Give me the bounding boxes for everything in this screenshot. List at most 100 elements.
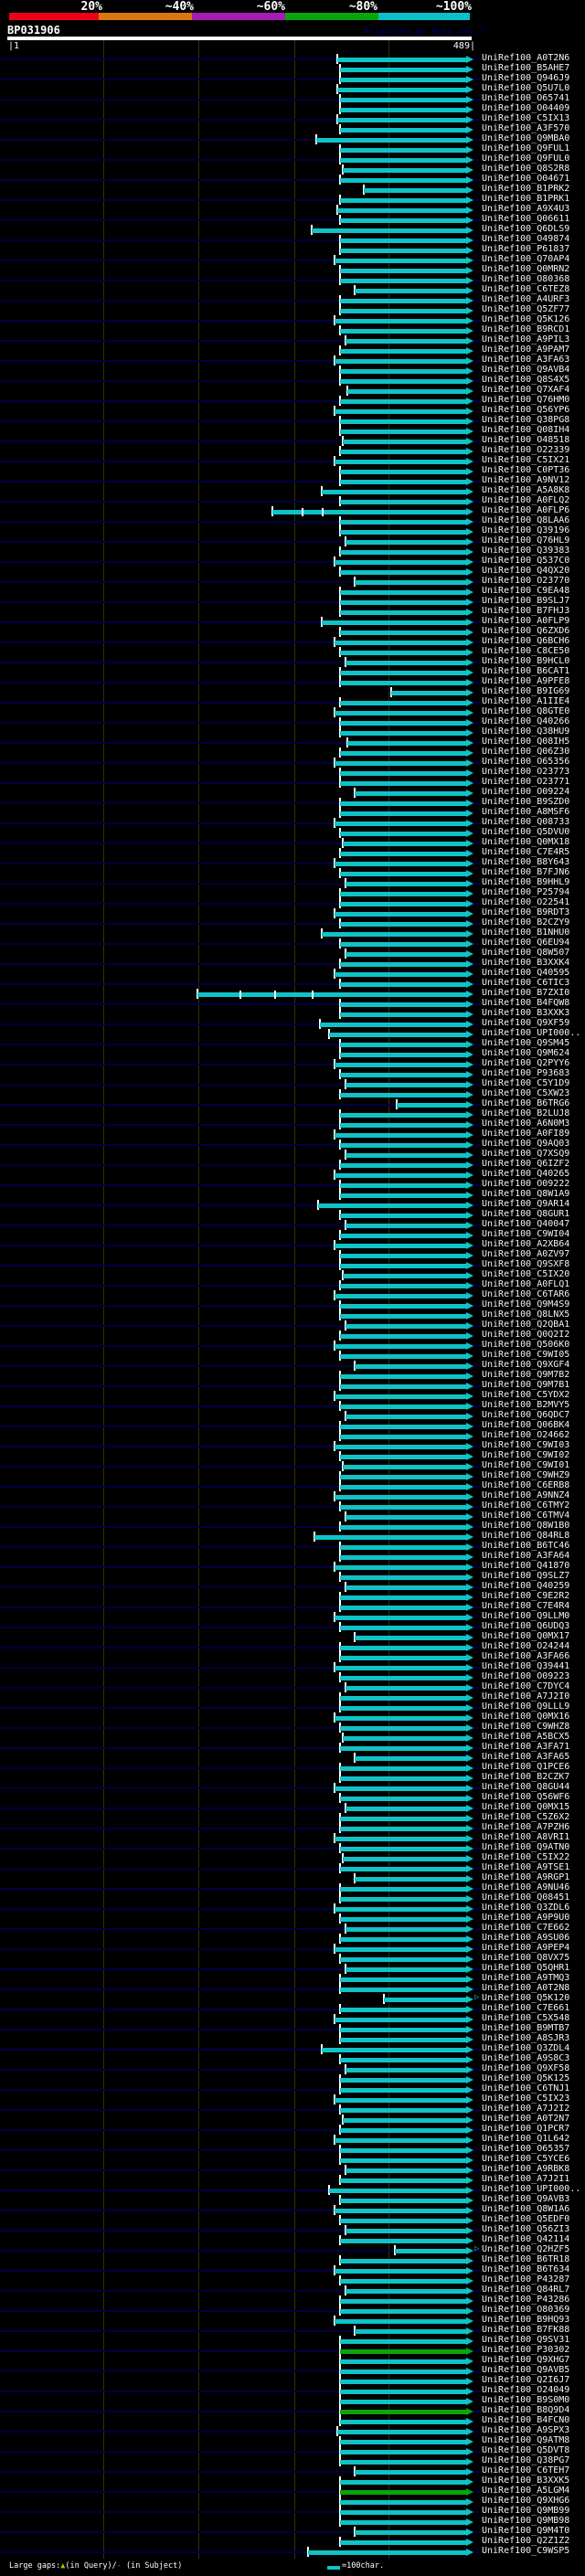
- alignment-bar[interactable]: [340, 671, 466, 675]
- alignment-bar[interactable]: [340, 309, 466, 313]
- hit-label[interactable]: UniRef100_A0FI89: [482, 1129, 570, 1139]
- alignment-bar[interactable]: [340, 1475, 466, 1479]
- alignment-bar[interactable]: [337, 118, 466, 122]
- hit-label[interactable]: UniRef100_C5IX20: [482, 1269, 570, 1279]
- alignment-bar[interactable]: [343, 1736, 466, 1741]
- hit-label[interactable]: UniRef100_Q8W507: [482, 948, 570, 958]
- alignment-bar[interactable]: [346, 2068, 466, 2072]
- hit-label[interactable]: UniRef100_Q8LNX5: [482, 1309, 570, 1320]
- alignment-bar[interactable]: [347, 389, 466, 394]
- alignment-bar[interactable]: [316, 138, 466, 143]
- hit-label[interactable]: UniRef100_B1PRK2: [482, 184, 570, 194]
- alignment-bar[interactable]: [340, 78, 466, 82]
- hit-label[interactable]: UniRef100_Q56WF6: [482, 1792, 570, 1802]
- alignment-bar[interactable]: [335, 2018, 466, 2022]
- hit-label[interactable]: UniRef100_C9WI04: [482, 1229, 570, 1239]
- hit-label[interactable]: UniRef100_A0FLQ1: [482, 1279, 570, 1289]
- hit-label[interactable]: UniRef100_Q5DVT8: [482, 2445, 570, 2455]
- hit-label[interactable]: UniRef100_Q08IH5: [482, 737, 570, 747]
- alignment-bar[interactable]: [335, 822, 466, 826]
- hit-label[interactable]: UniRef100_B7ZXI0: [482, 988, 570, 998]
- alignment-bar[interactable]: [355, 580, 466, 585]
- alignment-bar[interactable]: [340, 2380, 466, 2384]
- hit-label[interactable]: UniRef100_Q7XSQ9: [482, 1149, 570, 1159]
- alignment-bar[interactable]: [340, 1405, 466, 1409]
- hit-label[interactable]: UniRef100_B5AHE7: [482, 63, 570, 73]
- hit-label[interactable]: UniRef100_A8VRI1: [482, 1832, 570, 1842]
- alignment-bar[interactable]: [340, 1766, 466, 1771]
- hit-label[interactable]: UniRef100_C5IX22: [482, 1852, 570, 1862]
- alignment-bar[interactable]: [340, 2309, 466, 2314]
- alignment-bar[interactable]: [335, 2269, 466, 2274]
- hit-label[interactable]: UniRef100_A3F570: [482, 123, 570, 133]
- hit-label[interactable]: UniRef100_A3FA65: [482, 1752, 570, 1762]
- hit-label[interactable]: UniRef100_Q8GTE0: [482, 706, 570, 716]
- hit-label[interactable]: UniRef100_Q39196: [482, 525, 570, 535]
- hit-label[interactable]: UniRef100_O04671: [482, 174, 570, 184]
- hit-label[interactable]: UniRef100_Q38PG7: [482, 2455, 570, 2465]
- alignment-bar[interactable]: [335, 1666, 466, 1670]
- hit-label[interactable]: UniRef100_Q40047: [482, 1219, 570, 1229]
- alignment-bar[interactable]: [346, 1967, 466, 1972]
- hit-label[interactable]: UniRef100_A3FA64: [482, 1551, 570, 1561]
- alignment-bar[interactable]: [314, 1535, 466, 1540]
- hit-label[interactable]: UniRef100_Q6ZXD6: [482, 626, 570, 636]
- alignment-bar[interactable]: [395, 2249, 466, 2253]
- alignment-bar[interactable]: [340, 1193, 466, 1198]
- alignment-bar[interactable]: [346, 1585, 466, 1590]
- alignment-bar[interactable]: [340, 1374, 466, 1379]
- hit-label[interactable]: UniRef100_Q9SV31: [482, 2335, 570, 2345]
- hit-label[interactable]: UniRef100_B2CZY9: [482, 917, 570, 928]
- hit-label[interactable]: UniRef100_P30302: [482, 2345, 570, 2355]
- alignment-bar[interactable]: [340, 1656, 466, 1660]
- hit-label[interactable]: UniRef100_Q6EU94: [482, 938, 570, 948]
- hit-label[interactable]: UniRef100_Q6IZF2: [482, 1159, 570, 1169]
- alignment-bar[interactable]: [346, 952, 466, 957]
- alignment-bar[interactable]: [340, 1012, 466, 1017]
- hit-label[interactable]: UniRef100_B7FJN6: [482, 867, 570, 877]
- hit-label[interactable]: UniRef100_C9EA48: [482, 586, 570, 596]
- hit-label[interactable]: UniRef100_Q5ZF77: [482, 304, 570, 314]
- alignment-bar[interactable]: [384, 1998, 466, 2002]
- hit-label[interactable]: UniRef100_Q5EDF0: [482, 2214, 570, 2224]
- alignment-bar[interactable]: [343, 168, 466, 173]
- alignment-bar[interactable]: [340, 2239, 466, 2243]
- hit-label[interactable]: UniRef100_Q9AVB5: [482, 2365, 570, 2375]
- hit-label[interactable]: UniRef100_Q0MX16: [482, 1712, 570, 1722]
- alignment-bar[interactable]: [346, 1515, 466, 1520]
- hit-label[interactable]: UniRef100_Q5K126: [482, 314, 570, 324]
- hit-label[interactable]: UniRef100_Q537C0: [482, 556, 570, 566]
- alignment-bar[interactable]: [340, 1254, 466, 1258]
- hit-label[interactable]: UniRef100_C5IX23: [482, 2094, 570, 2104]
- hit-label[interactable]: UniRef100_Q3ZDL6: [482, 1903, 570, 1913]
- alignment-bar[interactable]: [340, 2088, 466, 2093]
- alignment-bar[interactable]: [340, 1706, 466, 1711]
- hit-label[interactable]: UniRef100_Q06BK4: [482, 1420, 570, 1430]
- alignment-bar[interactable]: [340, 1163, 466, 1168]
- alignment-bar[interactable]: [355, 1877, 466, 1882]
- hit-label[interactable]: UniRef100_Q506K0: [482, 1340, 570, 1350]
- hit-label[interactable]: UniRef100_Q8GU44: [482, 1782, 570, 1792]
- hit-label[interactable]: UniRef100_Q5DVU0: [482, 827, 570, 837]
- alignment-bar[interactable]: [340, 2500, 466, 2505]
- alignment-bar[interactable]: [340, 1425, 466, 1429]
- hit-label[interactable]: UniRef100_Q2Z1Z2: [482, 2536, 570, 2546]
- hit-label[interactable]: UniRef100_Q40265: [482, 1169, 570, 1179]
- alignment-bar[interactable]: [340, 369, 466, 374]
- alignment-bar[interactable]: [322, 932, 466, 937]
- alignment-bar[interactable]: [320, 1023, 466, 1027]
- hit-label[interactable]: UniRef100_O23771: [482, 777, 570, 787]
- hit-label[interactable]: UniRef100_Q9FUL0: [482, 154, 570, 164]
- hit-label[interactable]: UniRef100_Q9LLL9: [482, 1701, 570, 1712]
- alignment-bar[interactable]: [335, 319, 466, 323]
- alignment-bar[interactable]: [340, 279, 466, 283]
- alignment-bar[interactable]: [335, 641, 466, 645]
- alignment-bar[interactable]: [308, 2550, 466, 2555]
- alignment-bar[interactable]: [340, 902, 466, 906]
- alignment-bar[interactable]: [340, 470, 466, 474]
- hit-label[interactable]: UniRef100_A8MSF6: [482, 807, 570, 817]
- alignment-bar[interactable]: [340, 1002, 466, 1007]
- alignment-bar[interactable]: [340, 1043, 466, 1047]
- hit-label[interactable]: UniRef100_Q56ZI3: [482, 2224, 570, 2234]
- hit-label[interactable]: UniRef100_Q9ATN0: [482, 1842, 570, 1852]
